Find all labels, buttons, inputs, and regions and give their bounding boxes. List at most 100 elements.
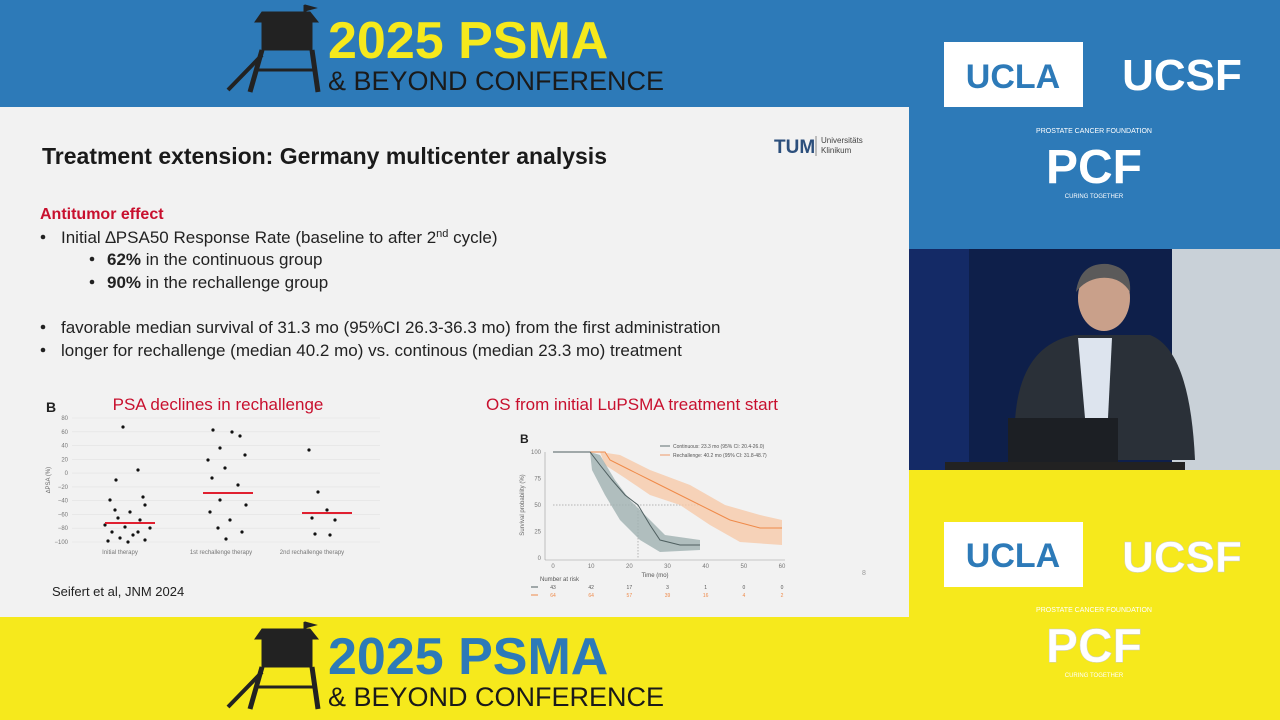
y-tick-label: 75: [534, 477, 541, 483]
bullet-text: cycle): [448, 228, 497, 247]
y-tick-label: 20: [61, 457, 68, 463]
figure-title: OS from initial LuPSMA treatment start: [486, 395, 778, 414]
risk-count: 1: [704, 585, 707, 591]
y-tick-label: 25: [534, 530, 541, 536]
bullet-text: favorable median survival of 31.3 mo (95…: [61, 318, 721, 337]
risk-count: 64: [588, 593, 594, 599]
bullet: [89, 279, 95, 285]
figure-title: PSA declines in rechallenge: [113, 395, 324, 414]
x-tick-label: 50: [740, 564, 747, 570]
y-tick-label: −100: [54, 540, 68, 546]
axis-label: Time (mo): [641, 573, 668, 579]
os-figure: OS from initial LuPSMA treatment start B…: [486, 395, 786, 599]
category-label: Initial therapy: [102, 550, 138, 556]
risk-count: 43: [550, 585, 556, 591]
axis-label: ∆PSA (%): [45, 467, 52, 493]
speaker-video: [909, 249, 1280, 470]
pcf-tagline: CURING TOGETHER: [1065, 673, 1124, 679]
y-tick-label: 50: [534, 503, 541, 509]
x-tick-label: 0: [551, 564, 555, 570]
superscript: nd: [436, 228, 448, 240]
highlight: 90%: [107, 273, 141, 292]
risk-count: 64: [550, 593, 556, 599]
risk-count: 0: [781, 585, 784, 591]
tower-icon: [226, 621, 321, 710]
bullet-list: [40, 234, 95, 353]
panel-label: B: [520, 432, 529, 446]
institution-name: Universitäts: [821, 136, 863, 145]
pcf-logo: PCF: [1046, 620, 1142, 673]
category-label: 2nd rechallenge therapy: [280, 550, 344, 556]
sub-bullet-text: in the rechallenge group: [141, 273, 328, 292]
banner-subtitle: & BEYOND CONFERENCE: [328, 682, 664, 712]
y-tick-label: −80: [58, 526, 69, 532]
x-tick-label: 40: [702, 564, 709, 570]
bullet: [89, 256, 95, 262]
right-panel-lower: [909, 470, 1280, 720]
risk-count: 16: [703, 593, 709, 599]
y-tick-label: −20: [58, 485, 69, 491]
section-heading: Antitumor effect: [40, 206, 164, 223]
risk-count: 57: [627, 593, 633, 599]
panel-label: B: [46, 399, 56, 415]
ucla-box: [944, 42, 1083, 107]
x-tick-label: 10: [588, 564, 595, 570]
bullet: [40, 324, 46, 330]
pcf-org: PROSTATE CANCER FOUNDATION: [1036, 607, 1152, 614]
km-curve: [553, 451, 700, 546]
x-tick-label: 20: [626, 564, 633, 570]
highlight: 62%: [107, 250, 141, 269]
risk-label: Number at risk: [540, 577, 580, 583]
citation: Seifert et al, JNM 2024: [52, 584, 184, 599]
risk-count: 0: [742, 585, 745, 591]
ucsf-logo: UCSF: [1122, 533, 1242, 582]
y-ticks: 80 60 40 20 0 −20 −40 −60 −80 −100: [54, 416, 380, 546]
y-tick-label: 0: [538, 556, 542, 562]
axis-label: Survival probability (%): [520, 474, 526, 535]
x-ticks: 0 10 20 30 40 50 60: [551, 564, 786, 570]
risk-count: 3: [666, 585, 669, 591]
y-tick-label: 100: [531, 450, 542, 456]
bullet-text: Initial ∆PSA50 Response Rate (baseline t…: [61, 228, 498, 247]
sub-bullet-text: in the continuous group: [141, 250, 322, 269]
y-tick-label: −60: [58, 512, 69, 518]
pcf-org: PROSTATE CANCER FOUNDATION: [1036, 128, 1152, 135]
banner-title: 2025 PSMA: [328, 12, 608, 70]
tower-icon: [226, 4, 321, 93]
risk-table: 43 42 17 3 1 0 064 64 57 39 16 4 2: [550, 585, 783, 599]
y-tick-label: 80: [61, 416, 68, 422]
sub-bullet: 90% in the rechallenge group: [107, 273, 328, 292]
y-tick-label: 40: [61, 444, 68, 450]
bullet-text: longer for rechallenge (median 40.2 mo) …: [61, 341, 682, 360]
banner-subtitle: & BEYOND CONFERENCE: [328, 66, 664, 96]
x-tick-label: 60: [779, 564, 786, 570]
dots: [103, 425, 337, 544]
y-tick-label: −40: [58, 499, 69, 505]
psa-figure: B PSA declines in rechallenge ∆PSA (%) 8…: [45, 395, 380, 556]
risk-count: 17: [627, 585, 633, 591]
banner-title: 2025 PSMA: [328, 628, 608, 686]
institution-name: Klinikum: [821, 146, 852, 155]
ci-band: [590, 452, 700, 552]
ucla-logo: UCLA: [966, 537, 1060, 575]
y-tick-label: 60: [61, 430, 68, 436]
y-tick-label: 0: [65, 471, 69, 477]
pcf-tagline: CURING TOGETHER: [1065, 194, 1124, 200]
risk-count: 39: [665, 593, 671, 599]
ucla-box: [944, 522, 1083, 587]
ucsf-logo: UCSF: [1122, 51, 1242, 100]
ucla-logo: UCLA: [966, 58, 1060, 96]
category-label: 1st rechallenge therapy: [190, 550, 252, 556]
pcf-logo: PCF: [1046, 141, 1142, 194]
institution-mark: TUM: [774, 137, 815, 158]
x-tick-label: 30: [664, 564, 671, 570]
y-ticks: 100 75 50 25 0: [531, 450, 542, 562]
bullet: [40, 234, 46, 240]
risk-count: 42: [588, 585, 594, 591]
page-number: 8: [862, 570, 866, 577]
legend-entry: Continuous: 23.3 mo (95% CI: 20.4-26.0): [673, 444, 764, 450]
km-curve: [553, 451, 782, 529]
sub-bullet: 62% in the continuous group: [107, 250, 323, 269]
